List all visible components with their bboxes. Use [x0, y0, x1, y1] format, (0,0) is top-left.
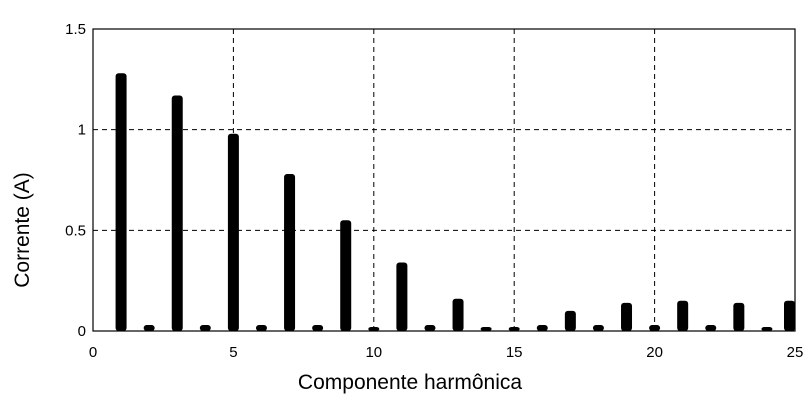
x-axis-label: Componente harmônica	[298, 371, 522, 394]
y-tick-label-0: 0	[78, 323, 86, 340]
plot-frame	[92, 28, 796, 332]
bar-harmonic-8	[312, 324, 324, 331]
bar-harmonic-3	[171, 95, 183, 331]
bar-harmonic-7	[284, 173, 296, 331]
y-axis-label: Corrente (A)	[11, 172, 34, 288]
y-tick-label-2: 1	[78, 122, 86, 139]
grid-lines	[93, 29, 795, 331]
bar-harmonic-20	[649, 324, 661, 331]
x-tick-label-10: 10	[365, 344, 382, 361]
y-tick-label-1: 0.5	[65, 222, 86, 239]
x-tick-label-0: 0	[89, 344, 97, 361]
bar-harmonic-9	[340, 220, 352, 331]
bar-harmonic-11	[396, 262, 408, 331]
x-tick-label-15: 15	[506, 344, 523, 361]
bar-harmonic-2	[143, 324, 155, 331]
bar-harmonic-16	[536, 324, 548, 331]
bar-harmonic-15	[508, 326, 520, 331]
x-axis-ticks: 0 5 10 15 20 25	[89, 344, 804, 361]
bar-harmonic-17	[564, 310, 576, 331]
x-tick-label-25: 25	[787, 344, 804, 361]
bar-harmonic-13	[452, 298, 464, 331]
y-axis-ticks: 0 0.5 1 1.5	[65, 21, 86, 340]
bar-harmonic-6	[255, 324, 267, 331]
bar-harmonic-5	[227, 133, 239, 331]
bar-harmonic-14	[480, 326, 492, 331]
bar-harmonic-12	[424, 324, 436, 331]
bar-harmonic-19	[621, 302, 633, 331]
bar-harmonic-21	[677, 300, 689, 331]
bar-harmonic-24	[761, 326, 773, 331]
bar-harmonic-23	[733, 302, 745, 331]
bar-harmonic-10	[368, 326, 380, 331]
bar-harmonic-1	[115, 73, 127, 331]
bar-harmonic-22	[705, 324, 717, 331]
x-tick-label-20: 20	[646, 344, 663, 361]
bar-harmonic-18	[592, 324, 604, 331]
y-tick-label-3: 1.5	[65, 21, 86, 38]
bar-harmonic-4	[199, 324, 211, 331]
bar-harmonic-25	[784, 300, 795, 331]
x-tick-label-5: 5	[229, 344, 237, 361]
bars	[115, 73, 795, 331]
